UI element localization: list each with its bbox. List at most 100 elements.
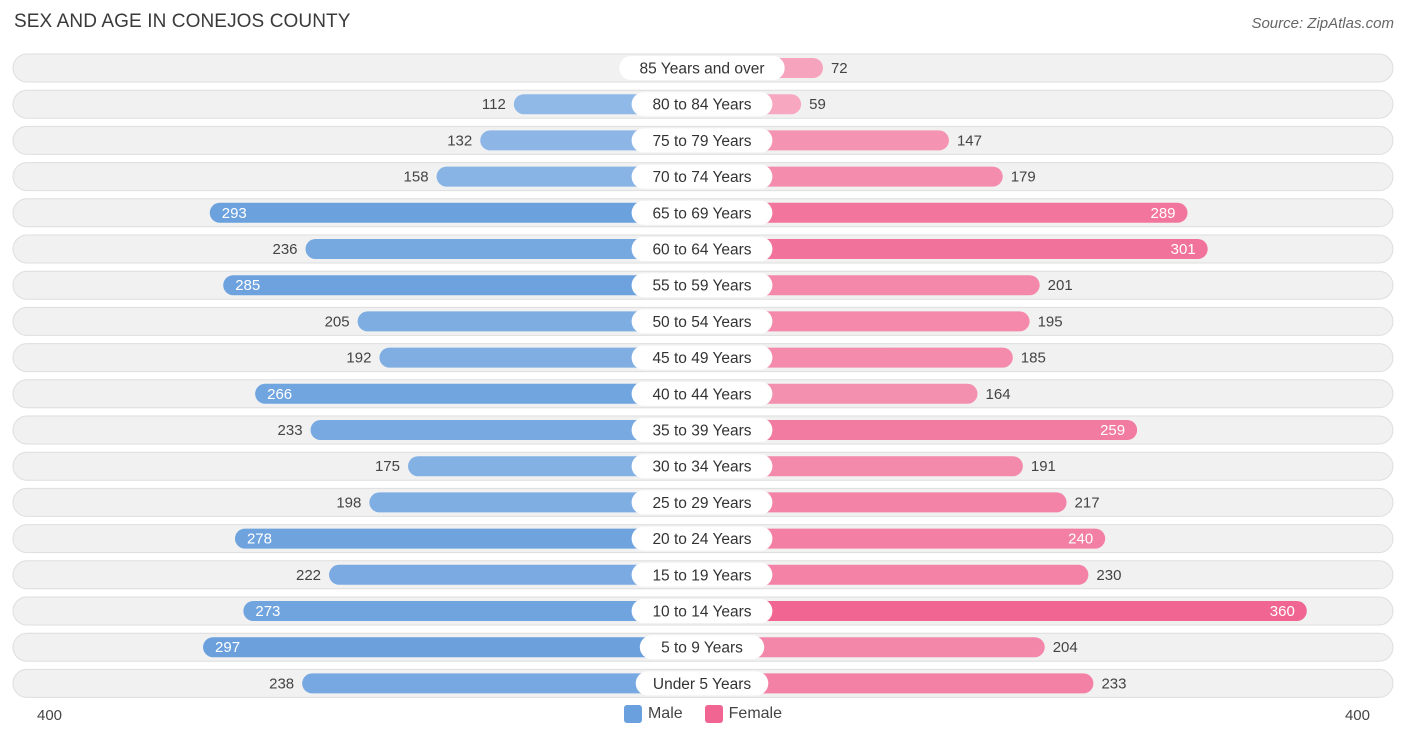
category-label-70-to-74-years: 70 to 74 Years (652, 169, 751, 186)
value-male-40-to-44-years: 266 (267, 386, 292, 403)
category-pill-under-5-years (635, 671, 769, 696)
value-male-80-to-84-years: 112 (482, 96, 506, 113)
chart-title: SEX AND AGE IN CONEJOS COUNTY (14, 11, 351, 32)
bar-male-40-to-44-years (255, 383, 702, 404)
source-label: Source: ZipAtlas.com (1251, 15, 1394, 32)
legend-label-male: Male (647, 705, 683, 722)
bar-female-35-to-39-years (702, 420, 1138, 440)
value-female-30-to-34-years: 191 (1031, 458, 1056, 475)
bar-male-35-to-39-years (310, 420, 702, 440)
legend: Male Female (0, 705, 1406, 723)
category-pill-80-to-84-years (631, 92, 773, 117)
category-pill-45-to-49-years (631, 345, 773, 370)
bar-male-45-to-49-years (379, 347, 702, 368)
bar-female-70-to-74-years (702, 166, 1003, 187)
category-label-50-to-54-years: 50 to 54 Years (652, 314, 751, 331)
bar-female-45-to-49-years (702, 347, 1013, 368)
category-label-35-to-39-years: 35 to 39 Years (652, 423, 751, 440)
value-male-70-to-74-years: 158 (404, 169, 429, 186)
category-pill-25-to-29-years (631, 490, 773, 515)
legend-swatch-female (704, 705, 723, 723)
value-male-45-to-49-years: 192 (346, 350, 371, 367)
bar-female-20-to-24-years (702, 528, 1106, 549)
value-female-10-to-14-years: 360 (1270, 603, 1295, 620)
bar-female-50-to-54-years (702, 311, 1030, 332)
category-label-80-to-84-years: 80 to 84 Years (652, 97, 751, 114)
bar-male-60-to-64-years (305, 239, 702, 259)
value-female-25-to-29-years: 217 (1075, 494, 1100, 511)
bar-female-25-to-29-years (702, 492, 1067, 513)
value-male-20-to-24-years: 278 (247, 531, 272, 548)
bar-female-5-to-9-years (702, 637, 1045, 658)
bar-female-55-to-59-years (702, 275, 1040, 296)
bar-male-5-to-9-years (203, 637, 703, 658)
value-male-10-to-14-years: 273 (255, 603, 280, 620)
category-label-85-years-and-over: 85 Years and over (640, 61, 765, 78)
bar-female-under-5-years (702, 673, 1094, 694)
value-male-65-to-69-years: 293 (222, 205, 247, 222)
value-male-5-to-9-years: 297 (215, 639, 240, 656)
category-label-40-to-44-years: 40 to 44 Years (652, 386, 751, 403)
category-pill-50-to-54-years (631, 309, 773, 334)
category-pill-65-to-69-years (631, 200, 773, 225)
category-label-15-to-19-years: 15 to 19 Years (652, 567, 751, 584)
category-pill-55-to-59-years (631, 273, 773, 298)
axis-right-label: 400 (1344, 707, 1370, 724)
value-male-under-5-years: 238 (269, 675, 294, 692)
category-pill-60-to-64-years (631, 237, 773, 261)
category-pill-35-to-39-years (631, 418, 773, 442)
category-label-60-to-64-years: 60 to 64 Years (652, 242, 751, 259)
category-label-25-to-29-years: 25 to 29 Years (652, 495, 751, 512)
legend-item-male: Male (623, 705, 683, 723)
value-male-75-to-79-years: 132 (447, 132, 472, 149)
value-female-60-to-64-years: 301 (1171, 241, 1196, 258)
category-label-55-to-59-years: 55 to 59 Years (652, 278, 751, 295)
bar-female-10-to-14-years (702, 601, 1307, 621)
category-pill-15-to-19-years (631, 562, 773, 587)
value-female-50-to-54-years: 195 (1038, 313, 1063, 330)
category-label-5-to-9-years: 5 to 9 Years (661, 640, 743, 657)
value-female-40-to-44-years: 164 (986, 386, 1011, 403)
bar-male-15-to-19-years (329, 564, 702, 585)
bar-female-15-to-19-years (702, 564, 1089, 585)
category-pill-30-to-34-years (631, 454, 773, 479)
value-female-55-to-59-years: 201 (1048, 277, 1073, 294)
value-female-45-to-49-years: 185 (1021, 350, 1046, 367)
value-female-85-years-and-over: 72 (831, 60, 848, 77)
bar-male-10-to-14-years (243, 601, 703, 621)
category-label-75-to-79-years: 75 to 79 Years (652, 133, 751, 150)
category-label-under-5-years: Under 5 Years (653, 676, 751, 693)
category-pill-75-to-79-years (631, 128, 773, 153)
bar-female-65-to-69-years (702, 202, 1188, 223)
category-label-30-to-34-years: 30 to 34 Years (652, 459, 751, 476)
category-label-45-to-49-years: 45 to 49 Years (652, 350, 751, 367)
value-female-15-to-19-years: 230 (1096, 567, 1121, 584)
value-female-65-to-69-years: 289 (1150, 205, 1175, 222)
bar-female-60-to-64-years (702, 239, 1208, 259)
value-female-80-to-84-years: 59 (809, 96, 826, 113)
category-label-65-to-69-years: 65 to 69 Years (652, 205, 751, 222)
value-male-35-to-39-years: 233 (278, 422, 303, 439)
value-male-55-to-59-years: 285 (235, 277, 260, 294)
bar-male-65-to-69-years (209, 202, 702, 223)
value-female-70-to-74-years: 179 (1011, 169, 1036, 186)
legend-label-female: Female (728, 705, 783, 722)
value-female-35-to-39-years: 259 (1100, 422, 1125, 439)
value-male-30-to-34-years: 175 (375, 458, 400, 475)
value-male-25-to-29-years: 198 (336, 494, 361, 511)
category-label-10-to-14-years: 10 to 14 Years (652, 604, 751, 621)
bar-male-55-to-59-years (223, 275, 702, 296)
value-male-15-to-19-years: 222 (296, 567, 321, 584)
bar-male-25-to-29-years (369, 492, 702, 513)
category-label-20-to-24-years: 20 to 24 Years (652, 531, 751, 548)
value-male-50-to-54-years: 205 (325, 313, 350, 330)
category-pill-10-to-14-years (631, 599, 773, 623)
category-pill-20-to-24-years (631, 526, 773, 551)
value-female-5-to-9-years: 204 (1053, 639, 1078, 656)
bar-female-30-to-34-years (702, 456, 1023, 477)
legend-swatch-male (623, 705, 642, 723)
value-female-under-5-years: 233 (1101, 675, 1126, 692)
value-female-75-to-79-years: 147 (957, 132, 982, 149)
legend-item-female: Female (704, 705, 783, 723)
